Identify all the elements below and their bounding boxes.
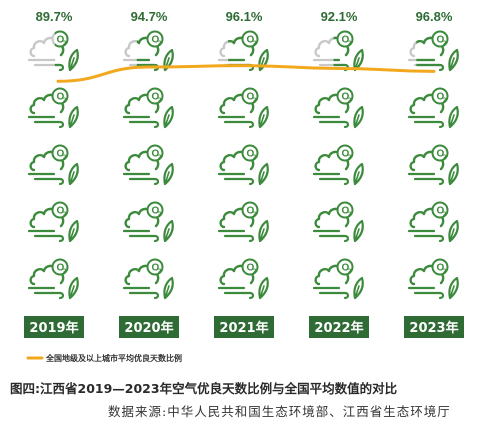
chart-caption: 图四:江西省2019—2023年空气优良天数比例与全国平均数值的对比 <box>10 381 398 396</box>
air-quality-icon <box>122 30 174 72</box>
air-quality-icon <box>312 144 364 186</box>
air-quality-icon <box>407 144 459 186</box>
year-label-1: 2020年 <box>119 316 179 338</box>
air-quality-icon <box>312 87 364 129</box>
year-label-0: 2019年 <box>24 316 84 338</box>
value-label-3: 92.1% <box>321 9 358 24</box>
air-quality-icon <box>27 87 79 129</box>
air-quality-icon <box>217 87 269 129</box>
air-quality-icon <box>407 201 459 243</box>
air-quality-icon <box>27 258 79 300</box>
svg-text:2021年: 2021年 <box>219 320 268 336</box>
year-label-2: 2021年 <box>214 316 274 338</box>
svg-text:2019年: 2019年 <box>29 320 78 336</box>
air-quality-icon <box>27 30 79 72</box>
air-quality-icon <box>122 144 174 186</box>
year-label-3: 2022年 <box>309 316 369 338</box>
legend-label: 全国地级及以上城市平均优良天数比例 <box>45 353 182 363</box>
air-quality-icon <box>27 144 79 186</box>
air-quality-icon <box>217 144 269 186</box>
air-quality-icon <box>312 258 364 300</box>
value-label-4: 96.8% <box>416 9 453 24</box>
air-quality-icon <box>407 30 459 72</box>
air-quality-icon <box>122 201 174 243</box>
value-label-0: 89.7% <box>36 9 73 24</box>
air-quality-icon <box>27 201 79 243</box>
svg-text:2022年: 2022年 <box>314 320 363 336</box>
air-quality-icon <box>312 201 364 243</box>
air-quality-icon <box>122 258 174 300</box>
air-quality-icon <box>122 87 174 129</box>
air-quality-icon <box>217 258 269 300</box>
air-quality-icon <box>217 201 269 243</box>
year-label-4: 2023年 <box>404 316 464 338</box>
svg-text:2023年: 2023年 <box>409 320 458 336</box>
data-source-note: 数据来源:中华人民共和国生态环境部、江西省生态环境厅 <box>108 404 451 419</box>
svg-text:2020年: 2020年 <box>124 320 173 336</box>
legend: 全国地级及以上城市平均优良天数比例 <box>26 353 182 363</box>
value-label-2: 96.1% <box>226 9 263 24</box>
value-label-1: 94.7% <box>131 9 168 24</box>
air-quality-icon <box>312 30 364 72</box>
air-quality-icon <box>407 258 459 300</box>
national-average-line <box>56 64 436 83</box>
air-quality-icon <box>407 87 459 129</box>
